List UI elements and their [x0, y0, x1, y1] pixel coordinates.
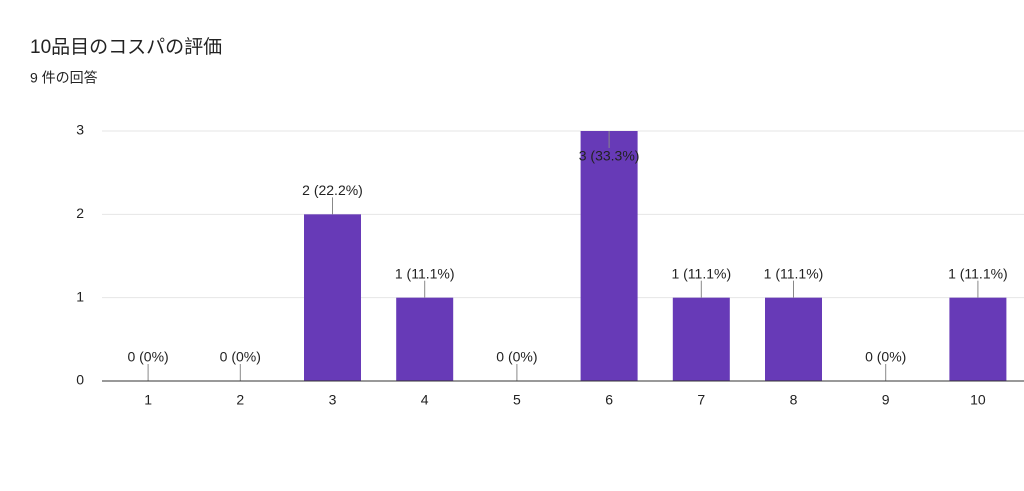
y-tick-label: 0 [76, 372, 84, 388]
chart-title: 10品目のコスパの評価 [30, 36, 222, 58]
y-tick-label: 2 [76, 205, 84, 221]
value-label: 3 (33.3%) [579, 148, 640, 164]
bar [304, 214, 361, 381]
x-tick-label: 8 [790, 392, 798, 408]
x-tick-label: 9 [882, 392, 890, 408]
y-tick-label: 3 [76, 122, 84, 138]
value-label: 1 (11.1%) [395, 265, 455, 281]
x-tick-label: 3 [329, 392, 337, 408]
value-label: 0 (0%) [127, 349, 168, 365]
x-tick-label: 10 [970, 392, 986, 408]
bar [580, 131, 638, 381]
chart-subtitle: 9 件の回答 [30, 70, 98, 86]
x-tick-label: 5 [513, 392, 521, 408]
value-label: 0 (0%) [496, 349, 537, 365]
x-tick-label: 2 [236, 392, 244, 408]
x-tick-label: 1 [144, 392, 152, 408]
value-label: 1 (11.1%) [671, 265, 731, 281]
value-label: 1 (11.1%) [948, 265, 1008, 281]
value-label: 0 (0%) [220, 349, 261, 365]
value-label: 1 (11.1%) [764, 265, 824, 281]
x-tick-label: 6 [605, 392, 613, 408]
value-label: 2 (22.2%) [302, 182, 363, 198]
value-label: 0 (0%) [865, 349, 906, 365]
x-tick-label: 7 [697, 392, 705, 408]
bar [949, 297, 1007, 381]
y-tick-label: 1 [76, 288, 84, 304]
bar [672, 297, 730, 381]
bar [396, 297, 454, 381]
bar [765, 297, 822, 381]
x-tick-label: 4 [421, 392, 429, 408]
